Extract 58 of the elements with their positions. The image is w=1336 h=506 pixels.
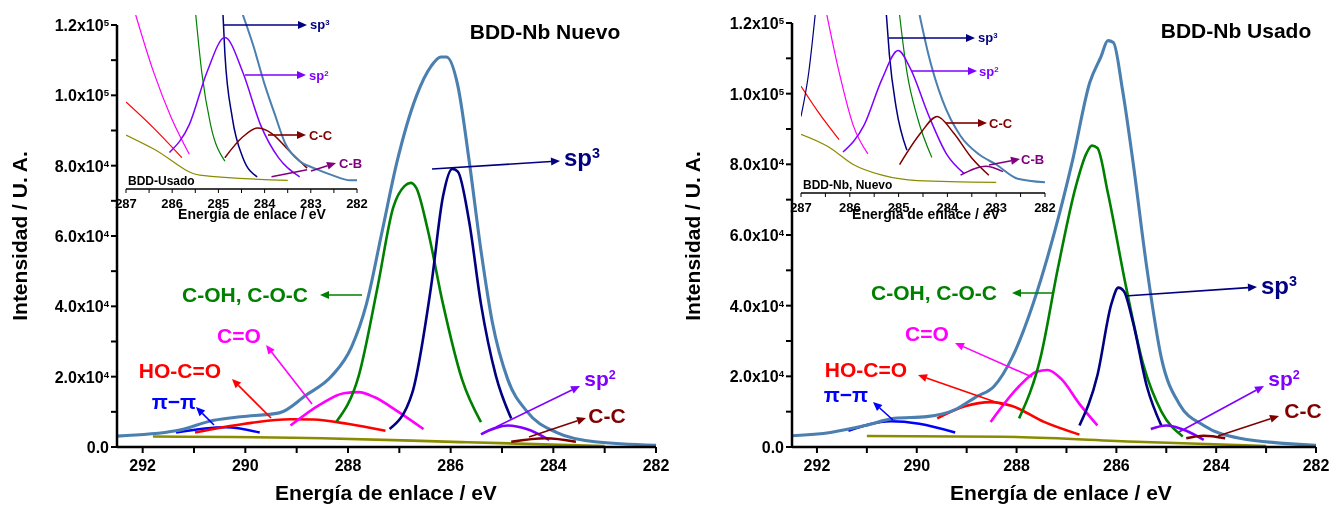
annotation: BDD-Nb, Nuevo <box>803 178 893 192</box>
y-axis-title: Intensidad / U. A. <box>8 151 31 321</box>
y-tick-label: 1.0x10$^{5}$ <box>54 86 110 105</box>
y-tick-label: 0.0 <box>86 439 110 456</box>
chart-title: BDD-Nb Nuevo <box>469 20 621 43</box>
y-tick-label: 2.0x10$^{4}$ <box>729 367 785 386</box>
y-tick-label: 6.0x10$^{4}$ <box>54 227 110 245</box>
x-tick-label: 284 <box>1202 457 1230 474</box>
legend-label: π−π <box>823 383 869 406</box>
y-tick-label: 8.0x10$^{4}$ <box>729 155 785 174</box>
legend-label: sp$^{3}$ <box>978 30 999 45</box>
legend-label: C-B <box>1021 152 1045 167</box>
x-tick-label: 282 <box>642 457 670 474</box>
x-tick-label: 282 <box>346 196 368 211</box>
x-tick-label: 284 <box>539 457 567 474</box>
x-tick-label: 292 <box>803 457 831 474</box>
x-tick-label: 282 <box>1034 200 1056 215</box>
legend-label: C-B <box>339 156 363 171</box>
y-tick-label: 4.0x10$^{4}$ <box>54 297 110 316</box>
x-tick-label: 290 <box>231 457 259 474</box>
legend-label: HO-C=O <box>824 358 908 381</box>
legend-label: π−π <box>151 390 197 413</box>
text: sp$^{2}$ <box>1268 367 1300 390</box>
text: sp$^{2}$ <box>584 367 616 390</box>
y-tick-label: 8.0x10$^{4}$ <box>54 157 110 175</box>
x-tick-label: 286 <box>1103 457 1130 474</box>
x-axis-title: Energía de enlace / eV <box>950 481 1172 504</box>
text: C-C <box>1284 399 1322 422</box>
legend-label: C-OH, C-O-C <box>182 283 308 306</box>
legend-label: sp$^{2}$ <box>979 64 1000 79</box>
x-tick-label: 292 <box>129 457 157 474</box>
x-tick-label: 288 <box>334 457 362 474</box>
y-tick-label: 4.0x10$^{4}$ <box>729 297 785 315</box>
y-tick-label: 1.0x10$^{5}$ <box>729 85 785 103</box>
x-axis-title: Energía de enlace / eV <box>275 481 497 504</box>
annotation: BDD-Usado <box>128 174 195 188</box>
legend-label: sp$^{3}$ <box>310 17 331 32</box>
legend-label: C-C <box>309 128 333 143</box>
text: sp$^{3}$ <box>564 144 601 171</box>
x-tick-label: 282 <box>1302 457 1330 474</box>
legend-label: C=O <box>905 322 949 345</box>
y-tick-label: 6.0x10$^{4}$ <box>729 226 785 244</box>
legend-label: sp$^{2}$ <box>309 68 330 83</box>
x-tick-label: 290 <box>903 457 931 474</box>
y-tick-label: 1.2x10$^{5}$ <box>54 16 110 34</box>
legend-label: C-OH, C-O-C <box>871 281 997 304</box>
y-tick-label: 2.0x10$^{4}$ <box>54 368 110 386</box>
y-tick-label: 0.0 <box>761 439 785 456</box>
x-tick-label: 288 <box>1003 457 1031 474</box>
y-axis-title: Intensidad / U. A. <box>681 151 704 321</box>
text: sp$^{3}$ <box>1261 272 1298 299</box>
y-tick-label: 1.2x10$^{5}$ <box>729 14 785 32</box>
x-tick-label: 286 <box>437 457 465 474</box>
series-label: C-C <box>588 404 626 427</box>
legend-label: HO-C=O <box>138 359 222 382</box>
chart-title: BDD-Nb Usado <box>1160 19 1312 42</box>
legend-label: C=O <box>217 324 261 347</box>
legend-label: C-C <box>989 116 1013 131</box>
